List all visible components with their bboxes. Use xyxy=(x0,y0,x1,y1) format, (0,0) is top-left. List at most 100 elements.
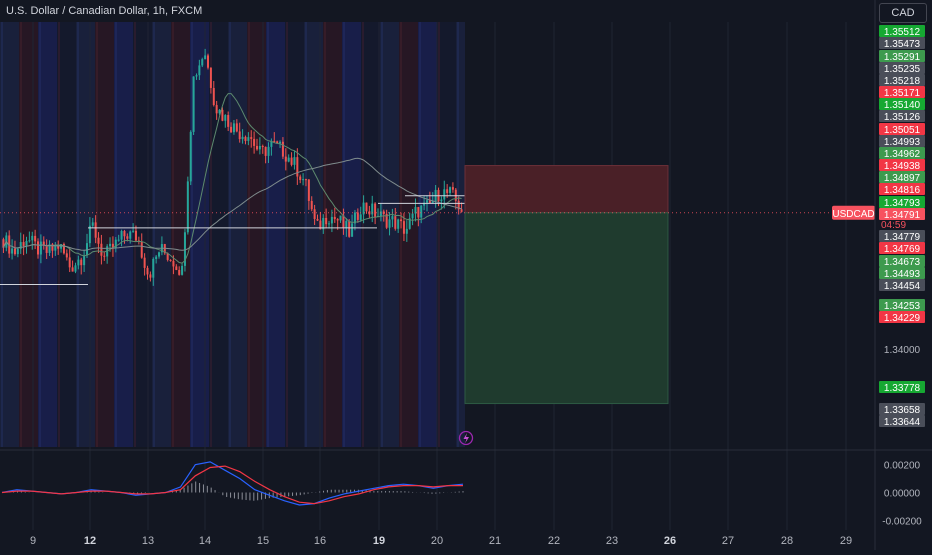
candle-body xyxy=(264,146,267,156)
candle-body xyxy=(408,218,411,229)
candle-body xyxy=(457,200,460,210)
candle-body xyxy=(394,216,397,229)
candle-body xyxy=(123,231,126,237)
candle-body xyxy=(379,211,382,216)
x-tick-label: 14 xyxy=(199,535,211,547)
candle-body xyxy=(77,259,80,266)
price-tag-label: 1.35473 xyxy=(884,39,921,50)
candle-body xyxy=(42,241,45,246)
x-tick-label: 15 xyxy=(257,535,269,547)
candle-body xyxy=(460,209,463,212)
candle-body xyxy=(382,211,385,214)
candle-body xyxy=(166,253,169,260)
candle-body xyxy=(134,230,137,241)
candle-body xyxy=(39,241,42,255)
session-band xyxy=(209,22,228,447)
x-tick-label: 20 xyxy=(431,535,443,547)
candle-body xyxy=(34,235,37,242)
candle-body xyxy=(365,202,368,212)
candle-body xyxy=(169,259,172,261)
candle-body xyxy=(356,212,359,220)
candle-body xyxy=(149,274,152,278)
stop-loss-zone xyxy=(464,165,669,214)
candle-body xyxy=(402,221,405,234)
x-tick-label: 16 xyxy=(314,535,326,547)
candle-body xyxy=(391,216,394,220)
price-tag-label: 1.34229 xyxy=(884,313,921,324)
price-tag xyxy=(879,208,925,220)
candle-body xyxy=(454,189,457,201)
price-tag xyxy=(879,25,925,37)
candle-body xyxy=(16,248,19,255)
candle-body xyxy=(109,243,112,247)
candle-body xyxy=(100,243,103,256)
x-tick-label: 28 xyxy=(781,535,793,547)
candle-body xyxy=(45,245,48,253)
currency-selector[interactable]: CAD xyxy=(879,3,927,23)
x-tick-label: 21 xyxy=(489,535,501,547)
session-band xyxy=(247,22,266,447)
candle-body xyxy=(336,219,339,221)
candle-body xyxy=(420,205,423,218)
candle-body xyxy=(111,243,114,249)
candle-body xyxy=(83,255,86,266)
candle-body xyxy=(140,241,143,258)
candle-body xyxy=(221,109,224,121)
candle-body xyxy=(143,257,146,268)
candle-body xyxy=(316,218,319,221)
candle-body xyxy=(155,256,158,259)
candle-body xyxy=(37,241,40,255)
price-tag xyxy=(879,159,925,171)
candle-body xyxy=(258,145,261,150)
candle-body xyxy=(71,267,74,272)
moving-average-fast xyxy=(2,93,462,264)
price-tag-label: 1.34253 xyxy=(884,301,921,312)
price-tag-label: 1.35218 xyxy=(884,76,921,87)
candle-body xyxy=(25,240,28,246)
moving-average-slow xyxy=(2,157,462,251)
x-tick-label: 27 xyxy=(722,535,734,547)
price-tag-label: 1.34493 xyxy=(884,269,921,280)
candle-body xyxy=(431,201,434,203)
price-tag xyxy=(879,98,925,110)
price-tag xyxy=(879,242,925,254)
candle-body xyxy=(126,236,129,239)
candle-body xyxy=(362,202,365,215)
price-tag-label: 1.34454 xyxy=(884,281,921,292)
price-tag-label: 1.34938 xyxy=(884,161,921,172)
candle-body xyxy=(19,242,22,249)
price-tag xyxy=(879,110,925,122)
candle-body xyxy=(91,222,94,226)
candle-body xyxy=(28,240,31,242)
x-tick-label: 12 xyxy=(84,535,96,547)
x-tick-label: 19 xyxy=(373,535,385,547)
price-tag xyxy=(879,255,925,267)
bar-countdown: 04:59 xyxy=(881,220,907,231)
take-profit-zone xyxy=(464,212,669,405)
candle-body xyxy=(359,214,362,220)
candle-body xyxy=(322,217,325,230)
session-band xyxy=(266,22,285,447)
session-band xyxy=(456,22,465,447)
price-tag-label: 1.35171 xyxy=(884,88,921,99)
candle-body xyxy=(287,157,290,162)
price-tag xyxy=(879,74,925,86)
candle-body xyxy=(342,215,345,228)
price-tag-label: 1.35126 xyxy=(884,112,921,123)
candle-body xyxy=(175,266,178,270)
price-tag xyxy=(879,50,925,62)
price-tag-label: 1.34816 xyxy=(884,185,921,196)
candle-body xyxy=(440,199,443,202)
price-tag-label: 1.34673 xyxy=(884,257,921,268)
candle-body xyxy=(88,225,91,244)
candle-body xyxy=(310,200,313,210)
price-tag-label: 1.34791 xyxy=(884,210,921,221)
symbol-tag-label: USDCAD xyxy=(832,209,874,220)
candle-body xyxy=(405,228,408,234)
candle-body xyxy=(411,213,414,219)
price-tag xyxy=(879,86,925,98)
price-tag-label: 1.34897 xyxy=(884,173,921,184)
candle-body xyxy=(255,145,258,150)
